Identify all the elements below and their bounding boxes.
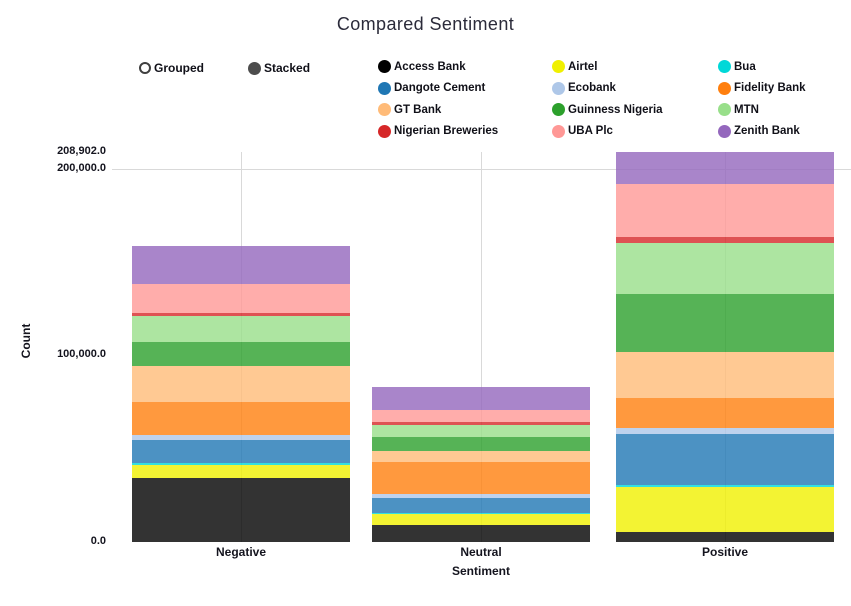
legend-label: Ecobank bbox=[568, 82, 616, 95]
legend-item-zenith-bank[interactable]: Zenith Bank bbox=[718, 121, 848, 143]
x-axis-title: Sentiment bbox=[451, 564, 510, 578]
bar-segment-bua bbox=[372, 512, 590, 514]
legend-label: Dangote Cement bbox=[394, 82, 486, 95]
legend-swatch-icon bbox=[718, 103, 731, 117]
radio-selected-icon bbox=[248, 61, 261, 75]
legend-label: Access Bank bbox=[394, 60, 466, 73]
stacked-bar-neutral bbox=[372, 387, 590, 542]
bar-segment-nigerian-breweries bbox=[132, 313, 350, 317]
legend-item-bua[interactable]: Bua bbox=[718, 56, 848, 78]
y-axis-tick-label: 200,000.0 bbox=[57, 161, 106, 174]
bar-segment-fidelity-bank bbox=[372, 462, 590, 494]
legend-swatch-icon bbox=[718, 124, 731, 138]
bar-segment-guinness-nigeria bbox=[616, 294, 834, 352]
legend-item-fidelity-bank[interactable]: Fidelity Bank bbox=[718, 78, 848, 100]
bar-segment-nigerian-breweries bbox=[372, 422, 590, 425]
y-axis-tick-label: 0.0 bbox=[90, 534, 106, 547]
legend-label: UBA Plc bbox=[568, 125, 613, 138]
legend-swatch-icon bbox=[552, 60, 565, 74]
bar-segment-nigerian-breweries bbox=[616, 236, 834, 244]
barmode-controls: Grouped Stacked bbox=[139, 57, 310, 79]
x-axis-tick-label: Neutral bbox=[460, 545, 502, 559]
bar-segment-access-bank bbox=[132, 477, 350, 542]
y-axis-tick-label: 100,000.0 bbox=[57, 348, 106, 360]
legend-swatch-icon bbox=[552, 124, 565, 138]
legend-swatch-icon bbox=[378, 124, 391, 138]
bar-segment-uba-plc bbox=[616, 184, 834, 237]
bar-segment-access-bank bbox=[616, 532, 834, 542]
legend-label: Fidelity Bank bbox=[734, 82, 806, 95]
bar-segment-uba-plc bbox=[132, 283, 350, 314]
legend-item-access-bank[interactable]: Access Bank bbox=[378, 56, 552, 78]
legend-label: Guinness Nigeria bbox=[568, 103, 663, 116]
stacked-bar-positive bbox=[616, 151, 834, 542]
barmode-grouped-radio[interactable]: Grouped bbox=[139, 61, 204, 75]
bar-segment-ecobank bbox=[372, 493, 590, 499]
bar-segment-gt-bank bbox=[616, 351, 834, 399]
y-axis-tick-label: 208,902.0 bbox=[57, 144, 106, 157]
bar-segment-mtn bbox=[616, 243, 834, 295]
bar-segment-fidelity-bank bbox=[616, 398, 834, 428]
chart-legend: Access Bank Airtel Bua Dangote Cement Ecoban… bbox=[378, 56, 848, 142]
legend-swatch-icon bbox=[378, 81, 391, 95]
bar-segment-dangote-cement bbox=[616, 434, 834, 486]
legend-label: Zenith Bank bbox=[734, 125, 800, 138]
stacked-bar-negative bbox=[132, 246, 350, 542]
barmode-grouped-label: Grouped bbox=[154, 61, 204, 75]
bar-segment-gt-bank bbox=[372, 450, 590, 463]
bar-segment-ecobank bbox=[132, 435, 350, 440]
bar-segment-ecobank bbox=[616, 427, 834, 435]
barmode-stacked-radio[interactable]: Stacked bbox=[248, 61, 310, 75]
bar-segment-airtel bbox=[616, 487, 834, 533]
bar-segment-dangote-cement bbox=[372, 498, 590, 513]
legend-swatch-icon bbox=[718, 81, 731, 95]
legend-swatch-icon bbox=[552, 103, 565, 117]
gridline-vertical bbox=[481, 152, 482, 542]
x-axis-tick-label: Positive bbox=[701, 545, 749, 559]
x-axis-tick-label: Negative bbox=[215, 545, 267, 559]
legend-item-gt-bank[interactable]: GT Bank bbox=[378, 99, 552, 121]
bar-segment-bua bbox=[616, 485, 834, 488]
legend-item-dangote-cement[interactable]: Dangote Cement bbox=[378, 78, 552, 100]
bar-segment-airtel bbox=[372, 513, 590, 525]
bar-segment-fidelity-bank bbox=[132, 401, 350, 436]
bar-segment-access-bank bbox=[372, 524, 590, 542]
radio-unselected-icon bbox=[139, 62, 151, 74]
bar-segment-uba-plc bbox=[372, 409, 590, 423]
legend-item-airtel[interactable]: Airtel bbox=[552, 56, 718, 78]
bar-segment-zenith-bank bbox=[132, 246, 350, 284]
bar-segment-zenith-bank bbox=[372, 387, 590, 410]
bar-segment-guinness-nigeria bbox=[372, 437, 590, 451]
bar-segment-gt-bank bbox=[132, 366, 350, 402]
legend-label: Bua bbox=[734, 60, 756, 73]
legend-swatch-icon bbox=[378, 103, 391, 117]
legend-item-guinness-nigeria[interactable]: Guinness Nigeria bbox=[552, 99, 718, 121]
bar-segment-dangote-cement bbox=[132, 439, 350, 463]
barmode-stacked-label: Stacked bbox=[264, 61, 311, 75]
legend-swatch-icon bbox=[718, 60, 731, 74]
bar-segment-airtel bbox=[132, 465, 350, 478]
legend-item-mtn[interactable]: MTN bbox=[718, 99, 848, 121]
bar-segment-zenith-bank bbox=[616, 151, 834, 185]
legend-item-nigerian-breweries[interactable]: Nigerian Breweries bbox=[378, 121, 552, 143]
legend-swatch-icon bbox=[552, 81, 565, 95]
legend-label: Airtel bbox=[568, 60, 598, 73]
legend-label: MTN bbox=[734, 103, 759, 116]
legend-swatch-icon bbox=[378, 60, 391, 74]
bar-segment-bua bbox=[132, 462, 350, 466]
bar-segment-mtn bbox=[372, 425, 590, 438]
legend-label: Nigerian Breweries bbox=[394, 125, 499, 138]
bar-segment-guinness-nigeria bbox=[132, 342, 350, 367]
bar-segment-mtn bbox=[132, 316, 350, 343]
legend-label: GT Bank bbox=[394, 103, 442, 116]
chart-title: Compared Sentiment bbox=[336, 14, 515, 34]
legend-item-uba-plc[interactable]: UBA Plc bbox=[552, 121, 718, 143]
legend-item-ecobank[interactable]: Ecobank bbox=[552, 78, 718, 100]
